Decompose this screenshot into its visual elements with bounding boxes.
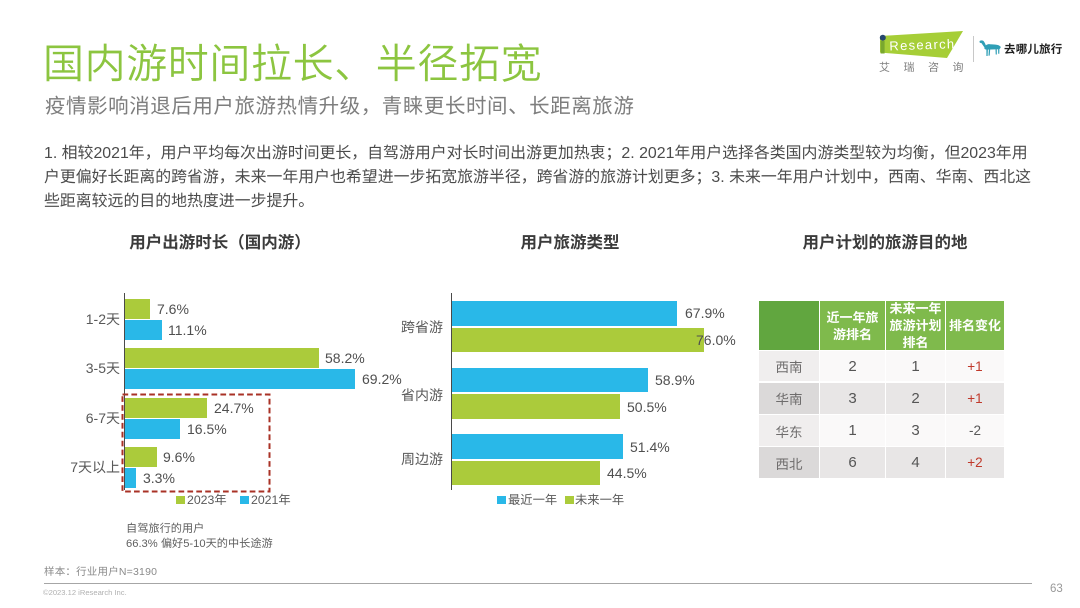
svg-text:Research: Research xyxy=(889,36,956,53)
